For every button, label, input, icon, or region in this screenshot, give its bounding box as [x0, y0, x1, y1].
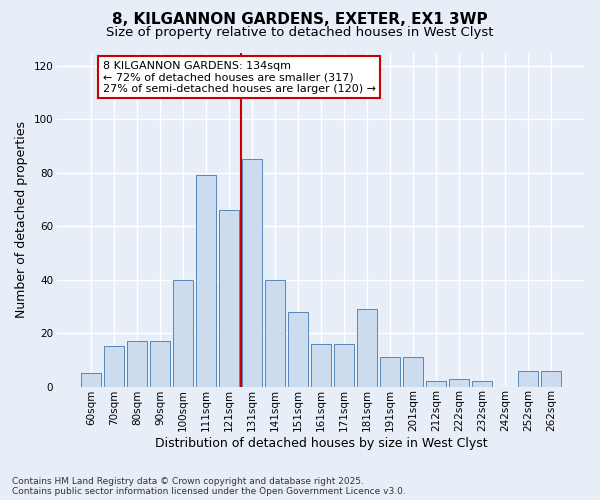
Bar [380, 357, 400, 386]
Bar [289, 312, 308, 386]
Y-axis label: Number of detached properties: Number of detached properties [15, 121, 28, 318]
Bar [242, 160, 262, 386]
Bar [449, 378, 469, 386]
Bar [151, 341, 170, 386]
Bar [265, 280, 285, 386]
Bar [82, 373, 101, 386]
Bar [541, 370, 561, 386]
Bar [173, 280, 193, 386]
Bar [427, 381, 446, 386]
Text: Contains HM Land Registry data © Crown copyright and database right 2025.
Contai: Contains HM Land Registry data © Crown c… [12, 476, 406, 496]
Bar [518, 370, 538, 386]
Bar [104, 346, 124, 387]
Bar [220, 210, 239, 386]
Text: 8, KILGANNON GARDENS, EXETER, EX1 3WP: 8, KILGANNON GARDENS, EXETER, EX1 3WP [112, 12, 488, 26]
Bar [472, 381, 492, 386]
Text: 8 KILGANNON GARDENS: 134sqm
← 72% of detached houses are smaller (317)
27% of se: 8 KILGANNON GARDENS: 134sqm ← 72% of det… [103, 60, 376, 94]
Bar [403, 357, 423, 386]
Bar [311, 344, 331, 387]
Text: Size of property relative to detached houses in West Clyst: Size of property relative to detached ho… [106, 26, 494, 39]
Bar [127, 341, 147, 386]
Bar [334, 344, 354, 387]
Bar [196, 176, 216, 386]
X-axis label: Distribution of detached houses by size in West Clyst: Distribution of detached houses by size … [155, 437, 488, 450]
Bar [358, 309, 377, 386]
